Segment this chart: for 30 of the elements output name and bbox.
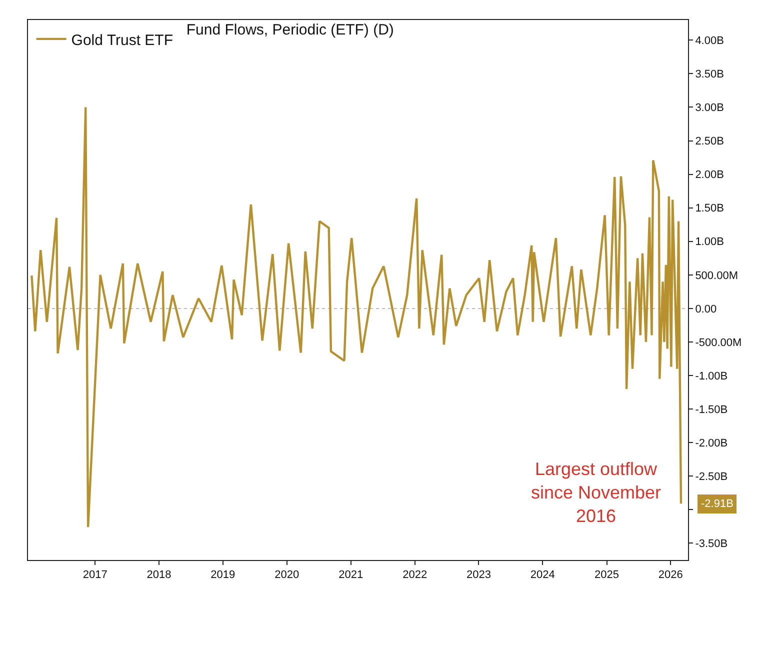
- y-tick-label: 1.00B: [695, 236, 724, 248]
- y-tick-label: 2.50B: [695, 136, 724, 148]
- x-tick-label: 2018: [146, 569, 172, 582]
- y-tick-label: -1.00B: [695, 370, 728, 382]
- x-tick-label: 2020: [274, 569, 300, 582]
- x-tick-label: 2024: [530, 569, 555, 582]
- y-tick-label: 4.00B: [695, 34, 724, 47]
- x-tick-label: 2023: [466, 569, 491, 582]
- x-tick-label: 2019: [210, 569, 236, 582]
- x-tick-label: 2022: [402, 569, 428, 582]
- y-tick-label: 3.50B: [695, 68, 724, 81]
- y-tick-label: -3.50B: [695, 538, 728, 550]
- y-tick-label: 3.00B: [695, 102, 724, 114]
- legend-label: Gold Trust ETF: [71, 32, 174, 49]
- x-tick-label: 2017: [82, 569, 108, 582]
- line-series: [30, 106, 682, 528]
- y-tick-label: 0.00: [695, 303, 717, 316]
- y-tick-label: -1.50B: [695, 404, 728, 416]
- y-tick-label: -2.00B: [695, 437, 728, 450]
- y-tick-label: -2.50B: [695, 471, 728, 483]
- annotation: -2.91B: [701, 498, 734, 510]
- x-tick-label: 2025: [594, 569, 619, 582]
- y-tick-label: -500.00M: [695, 336, 742, 349]
- annotation: Largest outflow since November 2016: [531, 459, 662, 526]
- x-tick-label: 2026: [658, 569, 683, 582]
- y-tick-label: 1.50B: [695, 202, 724, 215]
- x-tick-label: 2021: [338, 569, 364, 582]
- chart-title: Fund Flows, Periodic (ETF) (D): [186, 21, 394, 38]
- y-tick-label: 500.00M: [695, 270, 738, 282]
- y-tick-label: 2.00B: [695, 169, 724, 182]
